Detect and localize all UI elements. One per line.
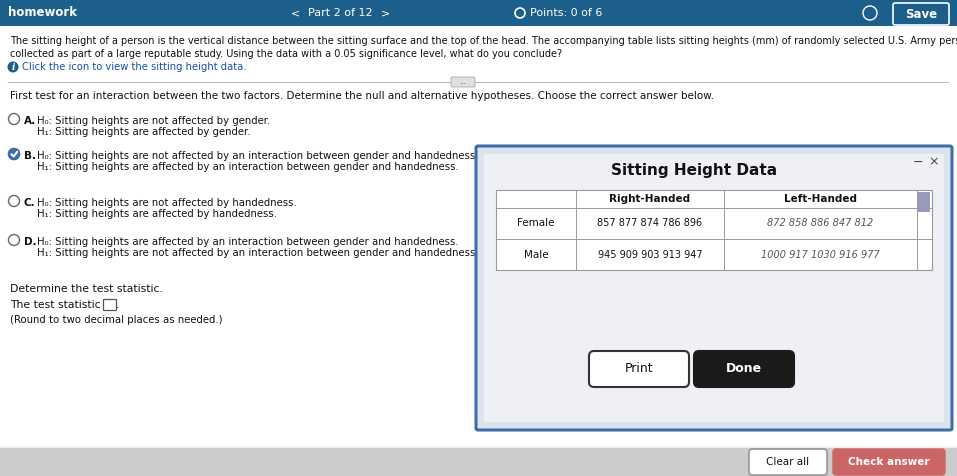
Circle shape: [9, 113, 19, 125]
FancyBboxPatch shape: [893, 3, 949, 25]
Text: Clear all: Clear all: [767, 457, 810, 467]
Text: 945 909 903 913 947: 945 909 903 913 947: [598, 249, 702, 259]
Text: H₁: Sitting heights are affected by gender.: H₁: Sitting heights are affected by gend…: [37, 127, 251, 137]
FancyBboxPatch shape: [451, 77, 475, 87]
Text: A.: A.: [24, 116, 36, 126]
Bar: [0, 448, 957, 476]
Text: H₀: Sitting heights are affected by an interaction between gender and handedness: H₀: Sitting heights are affected by an i…: [37, 237, 458, 247]
Text: (Round to two decimal places as needed.): (Round to two decimal places as needed.): [10, 315, 223, 325]
Text: C.: C.: [24, 198, 35, 208]
Text: i: i: [11, 62, 14, 71]
Text: H₁: Sitting heights are not affected by an interaction between gender and handed: H₁: Sitting heights are not affected by …: [37, 248, 478, 258]
Text: −: −: [913, 156, 924, 169]
FancyBboxPatch shape: [694, 351, 794, 387]
Text: collected as part of a large reputable study. Using the data with a 0.05 signifi: collected as part of a large reputable s…: [10, 49, 562, 59]
Text: 857 877 874 786 896: 857 877 874 786 896: [597, 218, 702, 228]
Bar: [496, 190, 932, 270]
Text: The sitting height of a person is the vertical distance between the sitting surf: The sitting height of a person is the ve…: [10, 36, 957, 46]
Text: D.: D.: [24, 237, 36, 247]
Text: ×: ×: [928, 156, 939, 169]
FancyBboxPatch shape: [476, 146, 952, 430]
Text: Sitting Height Data: Sitting Height Data: [611, 162, 777, 178]
Text: The test statistic is: The test statistic is: [10, 300, 113, 310]
Text: homework: homework: [8, 7, 77, 20]
FancyBboxPatch shape: [833, 449, 945, 475]
Text: Check answer: Check answer: [848, 457, 930, 467]
Circle shape: [9, 149, 19, 159]
Text: Save: Save: [905, 8, 937, 20]
Circle shape: [9, 235, 19, 246]
Bar: [918, 192, 930, 212]
Bar: [481, 151, 953, 431]
Text: >: >: [380, 8, 389, 18]
Text: Part 2 of 12: Part 2 of 12: [308, 8, 372, 18]
Text: Determine the test statistic.: Determine the test statistic.: [10, 284, 163, 294]
Text: First test for an interaction between the two factors. Determine the null and al: First test for an interaction between th…: [10, 91, 714, 101]
Bar: [103, 299, 116, 310]
Text: Done: Done: [726, 363, 762, 376]
FancyBboxPatch shape: [749, 449, 827, 475]
Text: H₀: Sitting heights are not affected by an interaction between gender and handed: H₀: Sitting heights are not affected by …: [37, 151, 478, 161]
Circle shape: [8, 61, 18, 72]
Text: Points: 0 of 6: Points: 0 of 6: [530, 8, 602, 18]
Bar: [484, 154, 944, 422]
Text: Right-Handed: Right-Handed: [610, 194, 691, 204]
Text: Male: Male: [523, 249, 548, 259]
Text: 872 858 886 847 812: 872 858 886 847 812: [768, 218, 874, 228]
Text: Female: Female: [517, 218, 555, 228]
Text: 1000 917 1030 916 977: 1000 917 1030 916 977: [761, 249, 879, 259]
Text: H₀: Sitting heights are not affected by handedness.: H₀: Sitting heights are not affected by …: [37, 198, 297, 208]
Text: H₁: Sitting heights are affected by handedness.: H₁: Sitting heights are affected by hand…: [37, 209, 277, 219]
Text: ...: ...: [459, 79, 466, 85]
Bar: [0, 26, 957, 446]
Bar: [0, 0, 957, 26]
Text: H₁: Sitting heights are affected by an interaction between gender and handedness: H₁: Sitting heights are affected by an i…: [37, 162, 458, 172]
Circle shape: [9, 196, 19, 207]
Circle shape: [9, 149, 19, 159]
Text: Left-Handed: Left-Handed: [784, 194, 857, 204]
Text: H₀: Sitting heights are not affected by gender.: H₀: Sitting heights are not affected by …: [37, 116, 270, 126]
FancyBboxPatch shape: [589, 351, 689, 387]
Text: .: .: [116, 300, 120, 310]
Text: B.: B.: [24, 151, 36, 161]
Text: <: <: [290, 8, 300, 18]
Text: Click the icon to view the sitting height data.: Click the icon to view the sitting heigh…: [22, 62, 247, 72]
Text: Print: Print: [625, 363, 654, 376]
